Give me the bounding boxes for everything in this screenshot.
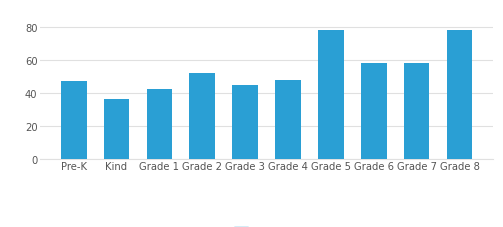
Bar: [104, 100, 129, 159]
Legend: Grades: Grades: [234, 226, 299, 227]
Bar: [318, 31, 344, 159]
Bar: [275, 80, 301, 159]
Bar: [361, 64, 387, 159]
Bar: [447, 31, 472, 159]
Bar: [232, 85, 258, 159]
Bar: [146, 90, 172, 159]
Bar: [190, 74, 215, 159]
Bar: [61, 82, 87, 159]
Bar: [404, 64, 430, 159]
